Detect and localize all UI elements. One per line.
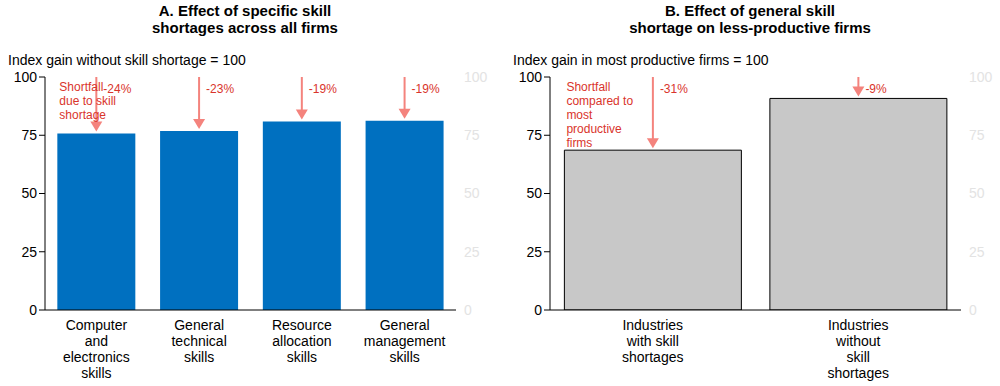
svg-text:-31%: -31% (660, 82, 688, 96)
html-text:shortage on less-productive fi: shortage on less-productive firms (629, 19, 871, 36)
svg-text:-19%: -19% (412, 82, 440, 96)
svg-text:75: 75 (969, 127, 985, 143)
svg-text:25: 25 (969, 244, 985, 260)
svg-text:-19%: -19% (309, 82, 337, 96)
svg-text:Generalmanagementskills: Generalmanagementskills (364, 317, 446, 365)
svg-text:Shortfalldue to skillshortage: Shortfalldue to skillshortage (59, 80, 116, 122)
svg-text:100: 100 (969, 69, 992, 85)
svg-text:25: 25 (21, 244, 37, 260)
svg-text:Industrieswith skillshortages: Industrieswith skillshortages (622, 317, 683, 365)
svg-text:0: 0 (969, 302, 977, 318)
html-text:Index gain without skill short: Index gain without skill shortage = 100 (8, 52, 246, 68)
svg-text:Computerandelectronicsskills: Computerandelectronicsskills (63, 317, 130, 381)
svg-text:100: 100 (519, 69, 543, 85)
svg-text:50: 50 (21, 185, 37, 201)
svg-text:75: 75 (21, 127, 37, 143)
svg-text:-24%: -24% (103, 82, 132, 96)
svg-text:75: 75 (526, 127, 542, 143)
svg-text:-23%: -23% (206, 82, 234, 96)
svg-text:Industrieswithoutskillshortage: Industrieswithoutskillshortages (828, 317, 889, 381)
svg-text:-9%: -9% (865, 82, 887, 96)
html-text:B. Effect of general skill: B. Effect of general skill (665, 2, 835, 19)
svg-text:100: 100 (464, 69, 488, 85)
html-text:A. Effect of specific skill: A. Effect of specific skill (158, 2, 332, 19)
svg-text:100: 100 (14, 69, 38, 85)
html-text:Index gain in most productive: Index gain in most productive firms = 10… (513, 52, 769, 68)
svg-text:25: 25 (526, 244, 542, 260)
svg-text:0: 0 (464, 302, 472, 318)
svg-text:25: 25 (464, 244, 480, 260)
svg-text:Shortfallcompared tomostproduc: Shortfallcompared tomostproductivefirms (566, 80, 633, 150)
svg-text:0: 0 (534, 302, 542, 318)
svg-text:0: 0 (29, 302, 37, 318)
svg-text:50: 50 (464, 185, 480, 201)
svg-text:75: 75 (464, 127, 480, 143)
html-text:shortages across all firms: shortages across all firms (152, 19, 338, 36)
svg-text:50: 50 (526, 185, 542, 201)
svg-text:Generaltechnicalskills: Generaltechnicalskills (171, 317, 226, 365)
svg-text:50: 50 (969, 185, 985, 201)
svg-text:Resourceallocationskills: Resourceallocationskills (272, 317, 332, 365)
